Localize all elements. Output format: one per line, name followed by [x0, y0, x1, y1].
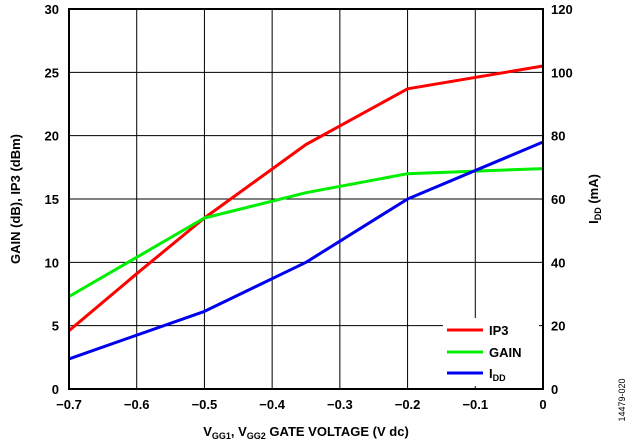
- series-line-idd: [68, 140, 544, 361]
- y-left-tick-label: 25: [45, 65, 59, 80]
- x-axis-label-part: , V: [231, 424, 247, 439]
- y-right-axis-label-part: I: [586, 220, 601, 224]
- x-tick-label: 0: [539, 397, 546, 412]
- y-right-tick-label: 40: [551, 255, 565, 270]
- x-tick-label: −0.3: [327, 397, 353, 412]
- x-tick-label: −0.6: [124, 397, 150, 412]
- x-tick-label: −0.1: [462, 397, 488, 412]
- y-left-tick-label: 10: [45, 255, 59, 270]
- y-right-axis-label-part: (mA): [586, 174, 601, 207]
- figure-id: 14479-020: [617, 378, 627, 421]
- x-tick-label: −0.4: [259, 397, 285, 412]
- x-axis-label-sub: GG1: [212, 431, 231, 441]
- y-left-tick-label: 0: [52, 382, 59, 397]
- y-left-axis-ticks: 0 5 10 15 20 25 30: [45, 2, 59, 397]
- series-line-gain: [68, 167, 544, 298]
- x-axis-label: VGG1, VGG2 GATE VOLTAGE (V dc): [203, 424, 409, 441]
- y-right-tick-label: 60: [551, 192, 565, 207]
- x-tick-label: −0.5: [192, 397, 218, 412]
- y-left-tick-label: 20: [45, 129, 59, 144]
- y-left-axis-label: GAIN (dB), IP3 (dBm): [8, 134, 23, 264]
- legend-label-ip3: IP3: [489, 323, 509, 338]
- y-right-axis-label-sub: DD: [593, 207, 603, 220]
- x-axis-label-sub: GG2: [247, 431, 266, 441]
- y-right-tick-label: 120: [551, 2, 573, 17]
- y-right-axis-ticks: 0 20 40 60 80 100 120: [551, 2, 573, 397]
- legend-label-idd-sub: DD: [493, 373, 506, 383]
- x-tick-label: −0.2: [395, 397, 421, 412]
- y-left-tick-label: 30: [45, 2, 59, 17]
- y-left-tick-label: 5: [52, 319, 59, 334]
- plot-frame: [68, 8, 544, 390]
- x-axis-ticks: −0.7 −0.6 −0.5 −0.4 −0.3 −0.2 −0.1 0: [56, 397, 546, 412]
- legend-label-idd-part: I: [489, 366, 493, 381]
- y-right-tick-label: 100: [551, 65, 573, 80]
- legend-label-idd: IDD: [489, 366, 506, 383]
- y-left-tick-label: 15: [45, 192, 59, 207]
- x-tick-label: −0.7: [56, 397, 82, 412]
- y-right-tick-label: 0: [551, 382, 558, 397]
- series-layer: [68, 64, 544, 361]
- y-right-axis-label: IDD (mA): [586, 174, 603, 224]
- y-right-tick-label: 20: [551, 319, 565, 334]
- series-line-ip3: [68, 64, 544, 332]
- x-axis-label-part: GATE VOLTAGE (V dc): [266, 424, 409, 439]
- legend-label-gain: GAIN: [489, 345, 522, 360]
- x-axis-label-part: V: [203, 424, 212, 439]
- y-right-tick-label: 80: [551, 129, 565, 144]
- legend: IP3 GAIN IDD: [443, 318, 539, 386]
